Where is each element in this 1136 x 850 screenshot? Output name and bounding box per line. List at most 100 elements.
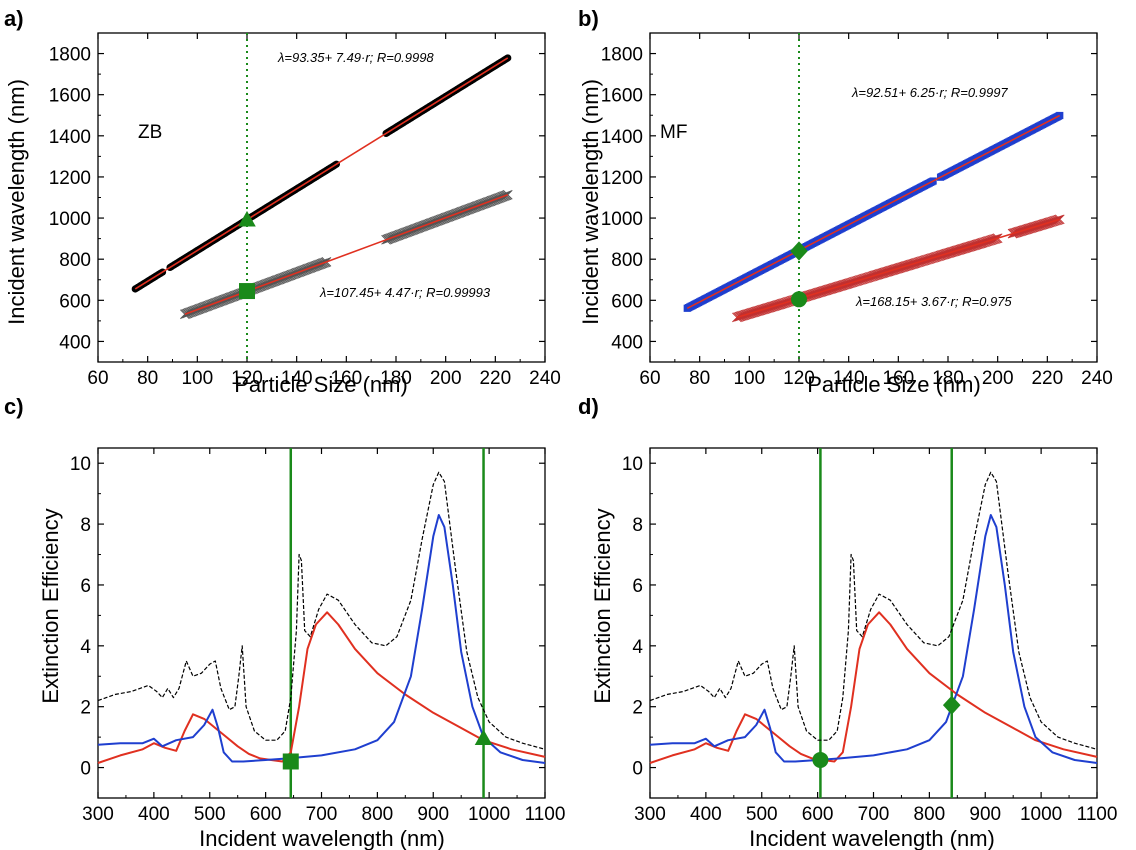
panel-a-xtick-label-1: 80 bbox=[137, 368, 158, 389]
panel-a-series-0-fit-line bbox=[134, 57, 509, 290]
panel-d-highlight-1 bbox=[942, 695, 961, 715]
panel-b-xtick-label-6: 180 bbox=[932, 368, 964, 389]
panel-d-ytick-label-1: 2 bbox=[632, 698, 643, 719]
panel-b-ylabel: Incident wavelength (nm) bbox=[578, 79, 603, 325]
panel-b-xtick-label-3: 120 bbox=[783, 368, 815, 389]
panel-b-plot: 60 80 100 120 140 160 180 200 220 240 400 600 800 100… bbox=[601, 32, 1113, 389]
panel-d-xlabel: Incident wavelength (nm) bbox=[749, 826, 995, 850]
panel-d-ytick-label-2: 4 bbox=[632, 637, 643, 658]
panel-c-xtick-label-1: 400 bbox=[138, 804, 170, 825]
panel-b-ytick-label-6: 1600 bbox=[601, 86, 643, 107]
panel-d-ytick-label-5: 10 bbox=[622, 454, 643, 475]
panel-d-xtick-label-4: 700 bbox=[858, 804, 890, 825]
panel-a-highlight-0 bbox=[238, 210, 256, 227]
panel-a-xtick-label-6: 180 bbox=[380, 368, 412, 389]
panel-a-ytick-label-7: 1800 bbox=[49, 45, 91, 66]
panel-d-highlight-0 bbox=[812, 751, 829, 768]
panel-c-plot: 300 400 500 600 700 800 900 1000 1100 0 2 4 6 8 10 bbox=[70, 447, 565, 825]
panel-a-ytick-label-4: 1200 bbox=[49, 168, 91, 189]
panel-b-ytick-label-7: 1800 bbox=[601, 45, 643, 66]
panel-d-plot: 300 400 500 600 700 800 900 1000 1100 0 2 4 6 8 10 bbox=[622, 447, 1118, 825]
panel-a-xtick-label-8: 220 bbox=[479, 368, 511, 389]
panel-c-xtick-label-6: 900 bbox=[417, 804, 449, 825]
panel-d-ytick-label-0: 0 bbox=[632, 759, 643, 780]
panel-b-sample-label: MF bbox=[660, 122, 687, 143]
panel-d-xtick-label-5: 800 bbox=[914, 804, 946, 825]
panel-c-xtick-label-0: 300 bbox=[82, 804, 114, 825]
panel-d-xtick-label-7: 1000 bbox=[1020, 804, 1062, 825]
panel-b-ytick-label-2: 800 bbox=[611, 250, 643, 271]
panel-a-ylabel: Incident wavelength (nm) bbox=[4, 79, 29, 325]
panel-a-highlight-1 bbox=[239, 283, 255, 300]
panel-d-xtick-label-8: 1100 bbox=[1077, 804, 1118, 825]
panel-c-ytick-label-3: 6 bbox=[80, 576, 91, 597]
panel-a-ytick-label-3: 1000 bbox=[49, 209, 91, 230]
panel-a-xtick-label-7: 200 bbox=[430, 368, 462, 389]
panel-b-highlight-0 bbox=[790, 241, 808, 261]
panel-c-ytick-label-1: 2 bbox=[80, 698, 91, 719]
panel-label-c: c) bbox=[4, 394, 24, 419]
panel-a-eq-2: λ=107.45+ 4.47·r; R=0.99993 bbox=[319, 285, 491, 300]
panel-a-series-1-fit-line bbox=[184, 194, 509, 316]
panel-c-ytick-label-0: 0 bbox=[80, 759, 91, 780]
panel-a-xlabel: Particle Size (nm) bbox=[234, 372, 408, 397]
panel-b-xlabel: Particle Size (nm) bbox=[807, 372, 981, 397]
panel-c-highlight-1 bbox=[474, 729, 493, 746]
panel-d-series-2-line bbox=[649, 514, 1098, 764]
panel-c-xtick-label-3: 600 bbox=[250, 804, 282, 825]
panel-b-ytick-label-0: 400 bbox=[611, 332, 643, 353]
panel-a-ytick-label-6: 1600 bbox=[49, 86, 91, 107]
panel-c-series-0-line bbox=[97, 471, 546, 750]
panel-c-ylabel: Extinction Efficiency bbox=[38, 508, 63, 703]
panel-b-series-0-fit-line bbox=[686, 114, 1061, 309]
panel-a-plot: 60 80 100 120 140 160 180 200 220 240 400 600 800 100… bbox=[49, 32, 561, 389]
panel-a-ytick-label-0: 400 bbox=[59, 332, 91, 353]
panel-a-ytick-label-1: 600 bbox=[59, 291, 91, 312]
panel-b-xtick-label-4: 140 bbox=[833, 368, 865, 389]
panel-c-xtick-label-5: 800 bbox=[362, 804, 394, 825]
panel-c-ytick-label-2: 4 bbox=[80, 637, 91, 658]
panel-d-xtick-label-2: 500 bbox=[746, 804, 778, 825]
panel-a-xtick-label-0: 60 bbox=[87, 368, 108, 389]
panel-b-eq-1: λ=92.51+ 6.25·r; R=0.9997 bbox=[851, 85, 1008, 100]
panel-b-ytick-label-3: 1000 bbox=[601, 209, 643, 230]
panel-c-series-2-line bbox=[97, 514, 546, 764]
panel-c-xtick-label-7: 1000 bbox=[468, 804, 510, 825]
panel-d-xtick-label-1: 400 bbox=[690, 804, 722, 825]
panel-b-eq-2: λ=168.15+ 3.67·r; R=0.975 bbox=[855, 294, 1012, 309]
panel-b-ytick-label-5: 1400 bbox=[601, 127, 643, 148]
panel-a-xtick-label-9: 240 bbox=[529, 368, 561, 389]
panel-c-xtick-label-2: 500 bbox=[194, 804, 226, 825]
panel-d-xtick-label-3: 600 bbox=[802, 804, 834, 825]
panel-b-series-1-fit-line bbox=[736, 218, 1060, 319]
panel-a-frame bbox=[97, 32, 546, 363]
panel-label-a: a) bbox=[4, 6, 24, 31]
panel-a-ytick-label-2: 800 bbox=[59, 250, 91, 271]
panel-d-series-1-line bbox=[649, 611, 1098, 764]
panel-a-eq-1: λ=93.35+ 7.49·r; R=0.9998 bbox=[277, 50, 434, 65]
panel-b-highlight-1 bbox=[791, 291, 807, 308]
panel-d-series-0-line bbox=[649, 471, 1098, 750]
panel-d-ytick-label-4: 8 bbox=[632, 515, 643, 536]
panel-b-xtick-label-7: 200 bbox=[982, 368, 1014, 389]
panel-b-xtick-label-5: 160 bbox=[882, 368, 914, 389]
panel-a-xtick-label-5: 160 bbox=[330, 368, 362, 389]
panel-a-xtick-label-2: 100 bbox=[181, 368, 213, 389]
panel-a-xtick-label-4: 140 bbox=[281, 368, 313, 389]
panel-c-ytick-label-4: 8 bbox=[80, 515, 91, 536]
panel-a-ytick-label-5: 1400 bbox=[49, 127, 91, 148]
panel-b-xtick-label-9: 240 bbox=[1081, 368, 1113, 389]
panel-c-xlabel: Incident wavelength (nm) bbox=[199, 826, 445, 850]
panel-b-xtick-label-2: 100 bbox=[733, 368, 765, 389]
panel-c-xtick-label-4: 700 bbox=[306, 804, 338, 825]
panel-b-ytick-label-1: 600 bbox=[611, 291, 643, 312]
panel-d-ytick-label-3: 6 bbox=[632, 576, 643, 597]
panel-label-b: b) bbox=[578, 6, 599, 31]
panel-b-xtick-label-0: 60 bbox=[639, 368, 660, 389]
panel-d-xtick-label-6: 900 bbox=[969, 804, 1001, 825]
panel-d-xtick-label-0: 300 bbox=[634, 804, 666, 825]
panel-c-ytick-label-5: 10 bbox=[70, 454, 91, 475]
panel-a-xtick-label-3: 120 bbox=[231, 368, 263, 389]
panel-b-xtick-label-1: 80 bbox=[689, 368, 710, 389]
